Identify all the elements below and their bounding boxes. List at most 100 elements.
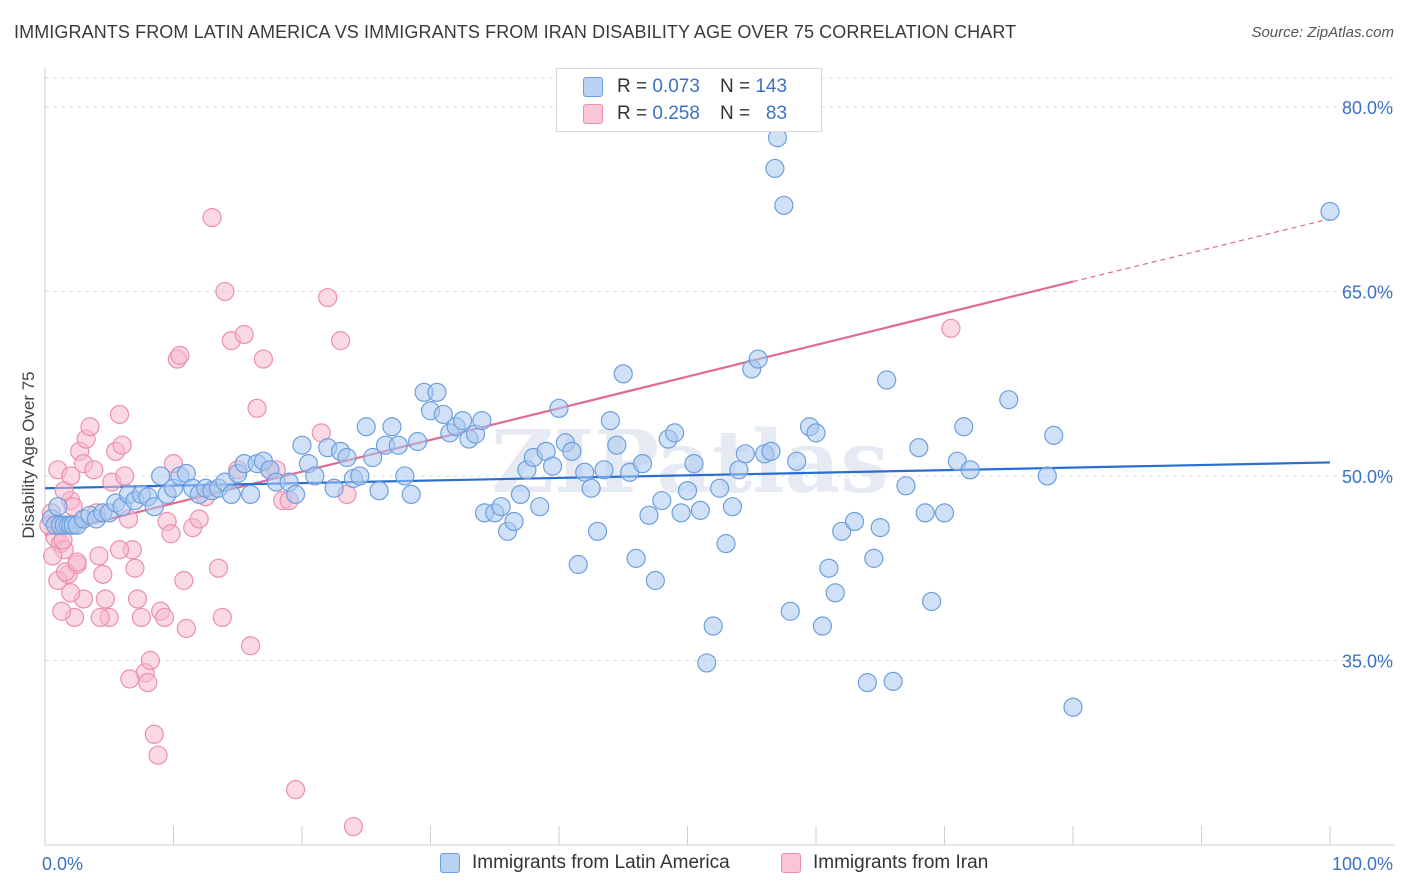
latin-america-point	[1320, 201, 1340, 222]
latin-america-point	[812, 616, 833, 636]
latin-america-point	[305, 466, 325, 486]
iran-point	[189, 509, 209, 529]
iran-point	[253, 349, 274, 369]
iran-trend-extension	[1072, 218, 1331, 283]
latin-america-point	[909, 438, 929, 458]
latin-america-point	[433, 404, 453, 425]
latin-america-point	[337, 447, 357, 468]
latin-america-point	[1063, 697, 1083, 717]
latin-america-point	[774, 195, 794, 215]
iran-point	[176, 618, 196, 639]
latin-america-point	[594, 460, 614, 480]
latin-america-point	[896, 476, 916, 496]
latin-america-point	[607, 435, 627, 455]
latin-america-point	[765, 158, 785, 179]
legend-swatch-iran	[583, 104, 603, 124]
latin-america-point	[883, 671, 903, 691]
iran-point	[144, 724, 164, 744]
latin-america-point	[729, 460, 749, 480]
latin-america-point	[600, 410, 621, 431]
latin-america-point	[587, 521, 608, 541]
iran-point	[343, 816, 363, 837]
iran-point	[161, 524, 181, 544]
iran-point	[247, 398, 267, 418]
legend-r-value: 0.258	[652, 103, 700, 124]
latin-america-point	[48, 497, 68, 517]
latin-america-point	[542, 456, 563, 476]
latin-america-point	[915, 503, 935, 523]
iran-point	[52, 601, 72, 621]
correlation-legend: R = 0.073 N = 143 R = 0.258 N = 83	[556, 68, 822, 132]
iran-point	[212, 607, 232, 628]
latin-america-point	[408, 431, 428, 452]
bottom-legend-label: Immigrants from Latin America	[472, 852, 730, 873]
latin-america-point	[857, 673, 878, 693]
latin-america-point	[954, 417, 974, 437]
latin-america-point	[761, 441, 781, 461]
latin-america-point	[581, 478, 601, 498]
latin-america-point	[825, 583, 845, 603]
iran-point	[208, 558, 229, 578]
latin-america-point	[369, 481, 389, 501]
latin-america-point	[684, 454, 704, 474]
latin-america-point	[710, 478, 730, 498]
legend-n-label: N =	[719, 76, 751, 97]
latin-america-point	[568, 554, 588, 575]
latin-america-point	[221, 484, 241, 505]
bottom-legend-swatch-iran	[781, 853, 801, 873]
iran-point	[154, 607, 175, 628]
latin-america-point	[241, 484, 261, 505]
latin-america-point	[395, 466, 415, 486]
latin-america-point	[864, 548, 884, 568]
latin-america-point	[151, 466, 171, 486]
legend-row-iran: R = 0.258 N = 83	[583, 102, 787, 126]
x-tick-label: 100.0%	[1332, 854, 1393, 874]
latin-america-point	[748, 349, 768, 369]
latin-america-point	[1044, 425, 1064, 445]
legend-swatch-latin-america	[583, 77, 603, 97]
iran-point	[109, 540, 130, 560]
tick-labels: 35.0% 50.0% 65.0% 80.0% 0.0% 100.0%	[42, 98, 1393, 874]
iran-point	[84, 460, 104, 480]
latin-america-point	[427, 382, 447, 402]
latin-america-point	[806, 423, 826, 443]
latin-america-point	[1037, 466, 1057, 486]
latin-america-point	[787, 451, 807, 471]
latin-america-point	[671, 503, 691, 523]
latin-america-point	[922, 591, 942, 612]
latin-america-point	[722, 497, 743, 517]
axes	[44, 68, 1395, 846]
iran-point	[318, 287, 338, 308]
iran-point	[241, 636, 261, 656]
legend-r-label: R =	[617, 76, 648, 97]
iran-point	[131, 607, 151, 628]
latin-america-point	[504, 511, 524, 532]
latin-america-point	[632, 454, 653, 474]
latin-america-trend-line	[44, 461, 1331, 490]
latin-america-point	[472, 410, 492, 431]
latin-america-point	[356, 417, 376, 437]
latin-america-point	[832, 521, 852, 541]
latin-america-point	[324, 478, 344, 498]
iran-point	[61, 466, 81, 486]
x-tick-label: 0.0%	[42, 854, 83, 874]
iran-point	[95, 589, 115, 609]
bottom-legend-swatch-latin-america	[440, 853, 460, 873]
latin-america-point	[819, 558, 839, 578]
latin-america-point	[530, 497, 550, 517]
iran-point	[174, 570, 194, 591]
latin-america-point	[703, 616, 723, 636]
latin-america-point	[780, 601, 800, 621]
y-tick-label: 80.0%	[1342, 98, 1393, 118]
source-label: Source: ZipAtlas.com	[1251, 24, 1394, 41]
iran-point	[120, 669, 140, 689]
iran-point	[127, 589, 148, 609]
latin-america-point	[292, 435, 312, 455]
iran-point	[125, 558, 145, 578]
latin-america-point	[144, 497, 164, 517]
latin-america-point	[453, 410, 473, 431]
latin-america-point	[652, 490, 672, 511]
iran-point	[80, 417, 100, 437]
latin-america-point	[626, 548, 646, 568]
